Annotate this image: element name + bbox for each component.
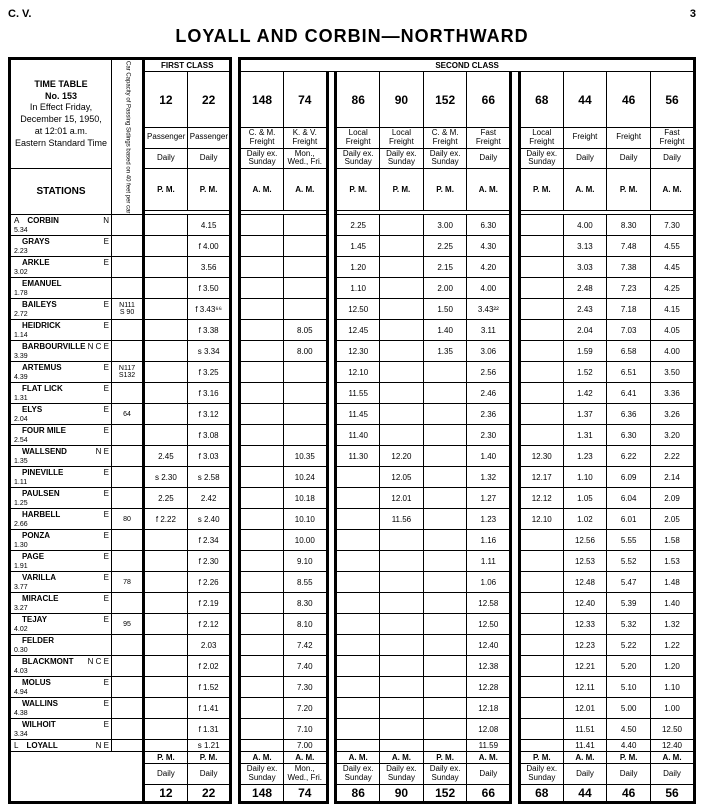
- table-row: BARBOURVILLEN C E3.39s 3.348.0012.301.35…: [10, 341, 695, 362]
- table-row: TEJAYE4.0295f 2.128.1012.5012.335.321.32: [10, 614, 695, 635]
- page-title: LOYALL AND CORBIN—NORTHWARD: [8, 26, 696, 47]
- table-row: ACORBINN5.344.152.253.006.304.008.307.30: [10, 215, 695, 236]
- table-row: PAGEE1.91f 2.309.101.1112.535.521.53: [10, 551, 695, 572]
- table-row: WALLSENDN E1.352.45f 3.0310.3511.3012.20…: [10, 446, 695, 467]
- hdr-right: 3: [690, 8, 696, 20]
- hdr-left: C. V.: [8, 8, 31, 20]
- table-row: FOUR MILEE2.54f 3.0811.402.301.316.303.2…: [10, 425, 695, 446]
- table-row: PAULSENE1.252.252.4210.1812.011.2712.121…: [10, 488, 695, 509]
- table-row: VARILLAE3.7778f 2.268.551.0612.485.471.4…: [10, 572, 695, 593]
- table-row: WILHOITE3.34f 1.317.1012.0811.514.5012.5…: [10, 719, 695, 740]
- table-row: GRAYSE2.23f 4.001.452.254.303.137.484.55: [10, 236, 695, 257]
- table-row: FLAT LICKE1.31f 3.1611.552.461.426.413.3…: [10, 383, 695, 404]
- table-row: WALLINSE4.38f 1.417.2012.1812.015.001.00: [10, 698, 695, 719]
- table-row: EMANUEL1.78f 3.501.102.004.002.487.234.2…: [10, 278, 695, 299]
- timetable: TIME TABLENo. 153In Effect Friday,Decemb…: [8, 57, 696, 804]
- table-row: FELDER0.302.037.4212.4012.235.221.22: [10, 635, 695, 656]
- table-row: HARBELLE2.6680f 2.22s 2.4010.1011.561.23…: [10, 509, 695, 530]
- table-row: PINEVILLEE1.11s 2.30s 2.5810.2412.051.32…: [10, 467, 695, 488]
- table-row: MOLUSE4.94f 1.527.3012.2812.115.101.10: [10, 677, 695, 698]
- table-row: BLACKMONTN C E4.03f 2.027.4012.3812.215.…: [10, 656, 695, 677]
- table-row: ELYSE2.0464f 3.1211.452.361.376.363.26: [10, 404, 695, 425]
- table-row: ARTEMUSE4.39N117S132f 3.2512.102.561.526…: [10, 362, 695, 383]
- table-row: MIRACLEE3.27f 2.198.3012.5812.405.391.40: [10, 593, 695, 614]
- table-row: BAILEYSE2.72N111S 90f 3.43⁶⁶12.501.503.4…: [10, 299, 695, 320]
- table-row: LLOYALLN Es 1.217.0011.5911.414.4012.40: [10, 740, 695, 752]
- table-row: PONZAE1.30f 2.3410.001.1612.565.551.58: [10, 530, 695, 551]
- table-row: HEIDRICKE1.14f 3.388.0512.451.403.112.04…: [10, 320, 695, 341]
- table-row: ARKLEE3.023.561.202.154.203.037.384.45: [10, 257, 695, 278]
